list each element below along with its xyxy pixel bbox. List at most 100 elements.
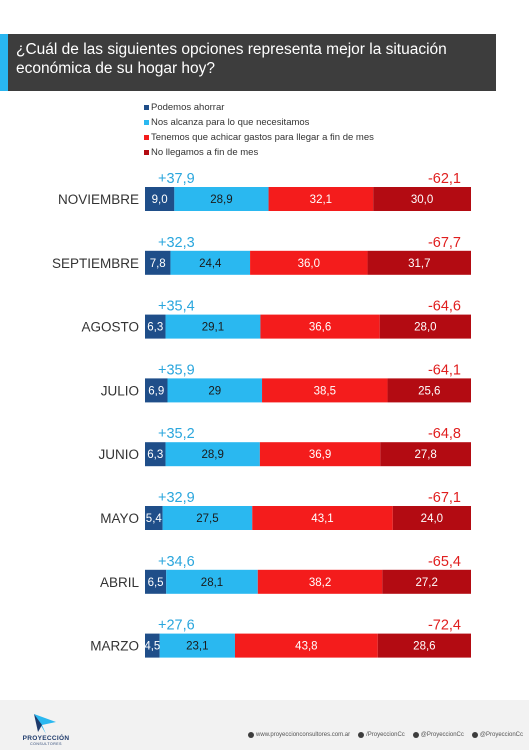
bar-segment: [259, 442, 381, 467]
positive-total-label: +27,6: [158, 618, 195, 634]
positive-total-label: +32,3: [158, 235, 195, 251]
bar-segment: [373, 187, 471, 211]
bar-segment: [234, 633, 378, 658]
bar-segment: [145, 250, 171, 275]
bar-value-label: 4,5: [144, 641, 160, 653]
bar-value-label: 43,1: [311, 513, 333, 525]
bar-value-label: 30,0: [411, 194, 433, 206]
legend: Podemos ahorrar Nos alcanza para lo que …: [144, 100, 374, 160]
web-icon: [248, 732, 255, 738]
bar-segment: [165, 442, 260, 467]
bar-value-label: 6,5: [148, 577, 164, 589]
category-label: ABRIL: [100, 575, 140, 590]
bar-value-label: 29,1: [202, 322, 224, 334]
bar-value-label: 36,0: [298, 258, 320, 270]
bar-value-label: 23,1: [186, 641, 208, 653]
bar-value-label: 38,2: [309, 577, 331, 589]
bar-value-label: 27,2: [415, 577, 437, 589]
legend-swatch: [144, 120, 149, 125]
social-facebook-text: /ProyeccionCc: [366, 732, 405, 738]
bar-segment: [145, 378, 168, 403]
bar-segment: [379, 314, 471, 339]
negative-total-label: -67,1: [428, 490, 461, 506]
negative-total-label: -67,7: [428, 235, 461, 251]
legend-swatch: [144, 135, 149, 140]
legend-item-ahorrar: Podemos ahorrar: [144, 100, 374, 115]
legend-swatch: [144, 150, 149, 155]
social-twitter[interactable]: @ProyeccionCc: [471, 732, 523, 738]
bar-segment: [268, 187, 374, 211]
social-web[interactable]: www.proyeccionconsultores.com.ar: [248, 732, 350, 738]
brand-sub: CONSULTORES: [30, 742, 62, 746]
bar-value-label: 28,1: [201, 577, 223, 589]
bar-value-label: 28,0: [414, 322, 436, 334]
twitter-icon: [471, 732, 478, 738]
chart-title: ¿Cuál de las siguientes opciones represe…: [16, 41, 447, 77]
bar-segment: [392, 506, 471, 530]
bar-segment: [380, 442, 471, 467]
bar-segment: [167, 378, 263, 403]
positive-total-label: +32,9: [158, 490, 195, 506]
bar-value-label: 28,9: [202, 449, 224, 461]
negative-total-label: -65,4: [428, 554, 461, 570]
legend-swatch: [144, 105, 149, 110]
bar-value-label: 38,5: [314, 385, 336, 397]
bar-value-label: 24,0: [421, 513, 443, 525]
social-instagram-text: @ProyeccionCc: [420, 732, 464, 738]
bar-segment: [174, 187, 269, 211]
legend-label: No llegamos a fin de mes: [151, 147, 259, 158]
title-bar: ¿Cuál de las siguientes opciones represe…: [0, 34, 496, 91]
social-web-text: www.proyeccionconsultores.com.ar: [256, 732, 351, 738]
category-label: JUNIO: [99, 447, 140, 462]
bar-segment: [165, 314, 261, 339]
bar-segment: [166, 569, 258, 594]
bar-segment: [145, 314, 166, 339]
bar-value-label: 36,6: [309, 322, 331, 334]
social-instagram[interactable]: @ProyeccionCc: [412, 732, 464, 738]
facebook-icon: [358, 732, 365, 738]
negative-total-label: -72,4: [428, 618, 461, 634]
bar-value-label: 6,3: [147, 322, 163, 334]
bar-value-label: 28,9: [210, 194, 232, 206]
bar-segment: [377, 633, 471, 658]
category-label: AGOSTO: [81, 320, 139, 335]
legend-item-nollegamos: No llegamos a fin de mes: [144, 145, 374, 160]
bar-value-label: 9,0: [152, 194, 168, 206]
bar-segment: [145, 569, 167, 594]
category-label: NOVIEMBRE: [58, 192, 139, 207]
bar-segment: [159, 633, 235, 658]
positive-total-label: +37,9: [158, 171, 195, 187]
stacked-bar-chart: NOVIEMBRE +37,9 -62,1 9,0 28,9 32,1 30,0 SEPTIE…: [52, 171, 471, 658]
bar-segment: [260, 314, 380, 339]
bar-value-label: 7,8: [150, 258, 166, 270]
negative-total-label: -62,1: [428, 171, 461, 187]
bar-value-label: 5,4: [146, 513, 163, 525]
bar-value-label: 32,1: [310, 194, 332, 206]
bar-segment: [257, 569, 383, 594]
bar-value-label: 28,6: [413, 641, 435, 653]
logo: [34, 714, 56, 734]
category-label: MAYO: [100, 511, 139, 526]
positive-total-label: +35,4: [158, 299, 195, 315]
negative-total-label: -64,1: [428, 362, 461, 378]
positive-total-label: +35,2: [158, 426, 195, 442]
bar-segment: [367, 250, 471, 275]
legend-item-achicar: Tenemos que achicar gastos para llegar a…: [144, 130, 374, 145]
bar-value-label: 6,9: [148, 385, 164, 397]
bar-segment: [145, 187, 175, 211]
bar-value-label: 24,4: [199, 258, 222, 270]
bar-segment: [145, 506, 163, 530]
bar-segment: [387, 378, 471, 403]
accent-stripe: [0, 34, 8, 91]
bar-segment: [170, 250, 251, 275]
bar-segment: [145, 442, 166, 467]
brand-name: PROYECCIÓN: [22, 735, 70, 742]
bar-value-label: 31,7: [408, 258, 430, 270]
bar-value-label: 43,8: [295, 641, 317, 653]
instagram-icon: [412, 732, 419, 738]
bar-value-label: 29: [208, 385, 221, 397]
negative-total-label: -64,6: [428, 299, 461, 315]
social-facebook[interactable]: /ProyeccionCc: [358, 732, 405, 738]
bar-value-label: 27,5: [196, 513, 218, 525]
bar-segment: [382, 569, 471, 594]
